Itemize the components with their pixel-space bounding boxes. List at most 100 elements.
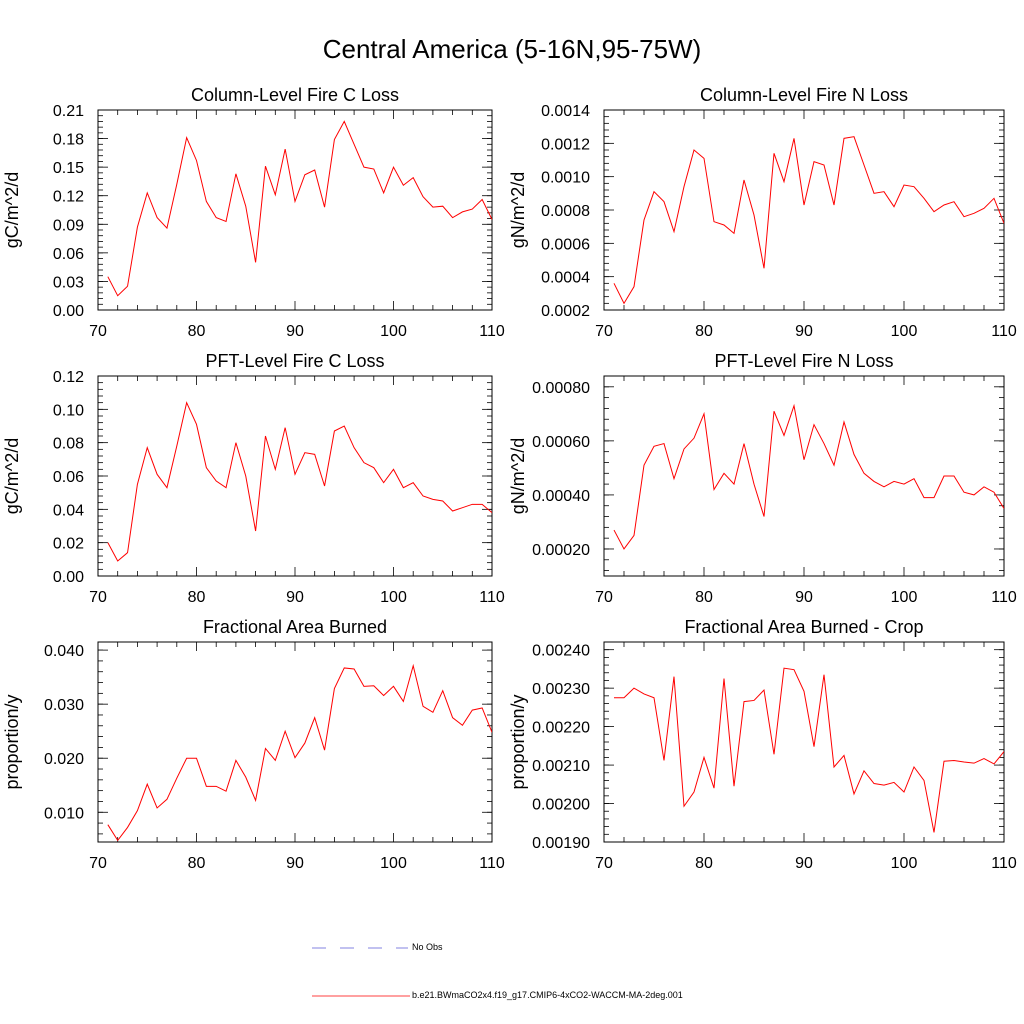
x-tick-label: 80: [695, 323, 713, 340]
y-tick-label: 0.06: [53, 469, 84, 486]
x-tick-label: 100: [380, 855, 407, 872]
y-tick-label: 0.00200: [532, 797, 590, 814]
y-axis-label: gN/m^2/d: [508, 438, 528, 514]
x-tick-label: 110: [479, 855, 505, 872]
y-tick-label: 0.00080: [532, 380, 590, 397]
y-tick-label: 0.00240: [532, 643, 590, 660]
series-line-1: [107, 120, 492, 297]
y-tick-label: 0.10: [53, 402, 84, 419]
y-tick-label: 0.15: [53, 160, 84, 177]
y-tick-label: 0.0014: [541, 103, 590, 120]
x-tick-label: 70: [595, 589, 613, 606]
plot-frame: [97, 641, 493, 843]
y-tick-label: 0.06: [53, 246, 84, 263]
y-tick-label: 0.00: [53, 569, 84, 586]
y-tick-label: 0.0012: [541, 136, 590, 153]
x-tick-label: 110: [991, 589, 1017, 606]
legend-obs-label: No Obs: [412, 942, 443, 952]
panel-title: Fractional Area Burned: [203, 617, 387, 637]
x-tick-label: 80: [188, 323, 206, 340]
y-axis-label: gC/m^2/d: [2, 438, 22, 514]
y-axis-label: gC/m^2/d: [2, 172, 22, 248]
x-tick-label: 90: [286, 855, 304, 872]
x-tick-label: 110: [991, 855, 1017, 872]
panel-title: Column-Level Fire C Loss: [191, 85, 399, 105]
panel-title: PFT-Level Fire N Loss: [714, 351, 893, 371]
y-tick-label: 0.00: [53, 303, 84, 320]
x-tick-label: 90: [286, 323, 304, 340]
series-line-1: [613, 136, 1004, 305]
x-tick-label: 110: [479, 589, 505, 606]
x-tick-label: 90: [286, 589, 304, 606]
y-tick-label: 0.0002: [541, 303, 590, 320]
x-tick-label: 100: [891, 323, 918, 340]
chart-panel-4: 70 80 90 100 110 0.00020 0.00040 0.00060 0.00080…: [508, 351, 1017, 606]
series-line-1: [614, 667, 1004, 833]
x-tick-label: 70: [595, 323, 613, 340]
y-tick-label: 0.12: [53, 189, 84, 206]
y-tick-label: 0.00210: [532, 758, 590, 775]
y-tick-label: 0.010: [44, 805, 84, 822]
x-tick-label: 80: [695, 589, 713, 606]
x-tick-label: 70: [89, 589, 107, 606]
y-axis-label: gN/m^2/d: [508, 172, 528, 248]
page-title: Central America (5-16N,95-75W): [322, 34, 702, 64]
panel-title: Column-Level Fire N Loss: [700, 85, 908, 105]
y-axis-label: proportion/y: [2, 694, 22, 789]
x-tick-label: 100: [891, 589, 918, 606]
y-tick-label: 0.00020: [532, 542, 590, 559]
x-tick-label: 90: [795, 855, 813, 872]
panel-title: Fractional Area Burned - Crop: [684, 617, 923, 637]
chart-panel-5: 70 80 90 100 110 0.010 0.020 0.030 0.040 Fraction…: [2, 617, 505, 872]
y-tick-label: 0.030: [44, 697, 84, 714]
y-tick-label: 0.03: [53, 274, 84, 291]
plot-frame: [97, 109, 493, 311]
x-tick-label: 80: [695, 855, 713, 872]
y-tick-label: 0.00220: [532, 720, 590, 737]
series-line-1: [107, 401, 492, 562]
chart-panel-3: 70 80 90 100 110 0.00 0.02 0.04 0.06 0.08 0.10 0.12…: [2, 351, 505, 606]
y-tick-label: 0.00190: [532, 835, 590, 852]
y-tick-label: 0.020: [44, 751, 84, 768]
series-line-1: [107, 663, 492, 842]
y-tick-label: 0.0010: [541, 170, 590, 187]
y-axis-label: proportion/y: [508, 694, 528, 789]
y-tick-label: 0.21: [53, 103, 84, 120]
y-tick-label: 0.04: [53, 502, 84, 519]
chart-panel-1: 70 80 90 100 110 0.00 0.03 0.06 0.09 0.12 0.15 0.18…: [2, 85, 505, 340]
y-tick-label: 0.12: [53, 369, 84, 386]
plot-frame: [603, 641, 1005, 843]
y-tick-label: 0.18: [53, 132, 84, 149]
x-tick-label: 100: [380, 323, 407, 340]
y-tick-label: 0.00060: [532, 434, 590, 451]
y-tick-label: 0.0006: [541, 236, 590, 253]
x-tick-label: 70: [89, 855, 107, 872]
y-tick-label: 0.0008: [541, 203, 590, 220]
x-tick-label: 90: [795, 323, 813, 340]
x-tick-label: 70: [89, 323, 107, 340]
panel-title: PFT-Level Fire C Loss: [205, 351, 384, 371]
chart-panel-2: 70 80 90 100 110 0.0002 0.0004 0.0006 0.0008 0.00…: [508, 85, 1017, 340]
x-tick-label: 110: [479, 323, 505, 340]
y-tick-label: 0.00230: [532, 681, 590, 698]
x-tick-label: 110: [991, 323, 1017, 340]
x-tick-label: 70: [595, 855, 613, 872]
y-tick-label: 0.08: [53, 436, 84, 453]
plot-frame: [603, 109, 1005, 311]
x-tick-label: 80: [188, 855, 206, 872]
series-line-1: [613, 403, 1004, 550]
x-tick-label: 90: [795, 589, 813, 606]
plot-frame: [97, 375, 493, 577]
y-tick-label: 0.040: [44, 643, 84, 660]
x-tick-label: 100: [380, 589, 407, 606]
chart-panel-6: 70 80 90 100 110 0.00190 0.00200 0.00210 0.00220…: [508, 617, 1017, 872]
x-tick-label: 100: [891, 855, 918, 872]
legend-model-label: b.e21.BWmaCO2x4.f19_g17.CMIP6-4xCO2-WACC…: [412, 990, 683, 1000]
y-tick-label: 0.0004: [541, 270, 590, 287]
y-tick-label: 0.09: [53, 217, 84, 234]
y-tick-label: 0.00040: [532, 488, 590, 505]
y-tick-label: 0.02: [53, 536, 84, 553]
x-tick-label: 80: [188, 589, 206, 606]
